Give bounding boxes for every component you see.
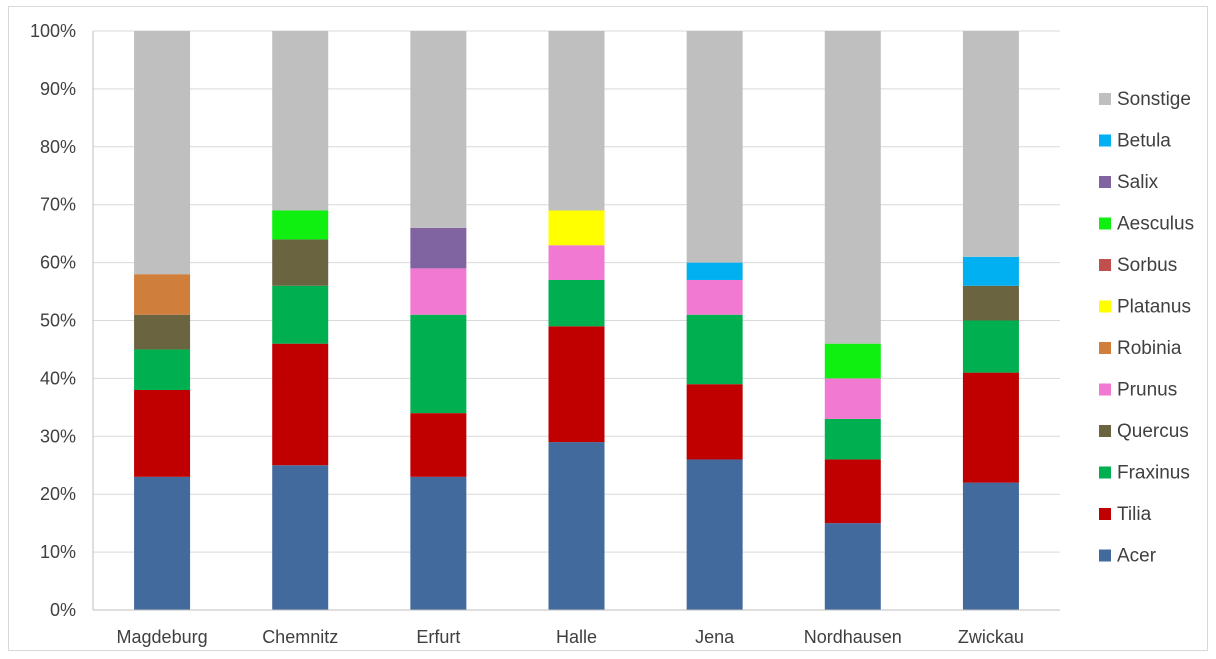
y-tick-label: 40% [40, 368, 76, 388]
legend-label-aesculus: Aesculus [1117, 214, 1194, 235]
bar-segment-tilia-erfurt [410, 413, 467, 477]
bar-segment-acer-chemnitz [272, 465, 329, 610]
bar-segment-fraxinus-chemnitz [272, 285, 329, 344]
legend-swatch-aesculus [1099, 217, 1111, 230]
y-tick-label: 50% [40, 311, 76, 331]
legend-swatch-sorbus [1099, 259, 1111, 271]
y-tick-label: 20% [40, 484, 76, 504]
legend-swatch-platanus [1099, 300, 1111, 313]
bar-segment-acer-magdeburg [134, 476, 191, 610]
bar-segment-fraxinus-nordhausen [824, 418, 881, 460]
legend-swatch-sonstige [1099, 93, 1111, 105]
legend-swatch-tilia [1099, 508, 1111, 520]
bar-segment-acer-halle [548, 442, 605, 610]
bar-segment-sonstige-halle [548, 31, 605, 211]
y-tick-label: 30% [40, 426, 76, 446]
legend-swatch-quercus [1099, 425, 1111, 437]
bar-segment-fraxinus-halle [548, 279, 605, 327]
bar-segment-sonstige-erfurt [410, 31, 467, 228]
legend-label-robinia: Robinia [1117, 338, 1182, 359]
legend-label-platanus: Platanus [1117, 297, 1191, 318]
bar-segment-acer-erfurt [410, 476, 467, 610]
x-tick-label: Erfurt [416, 627, 460, 647]
legend-label-salix: Salix [1117, 172, 1159, 193]
bar-segment-sonstige-magdeburg [134, 31, 191, 275]
legend: Sonstige Betula Salix Aesculus Sorbus Platanu… [1099, 89, 1194, 567]
legend-label-quercus: Quercus [1117, 421, 1189, 442]
y-tick-label: 10% [40, 542, 76, 562]
bar-segment-tilia-nordhausen [824, 459, 881, 524]
bar-segment-fraxinus-jena [686, 314, 743, 385]
bar-segment-tilia-chemnitz [272, 343, 329, 466]
bar-segment-betula-zwickau [962, 256, 1019, 286]
bar-segment-quercus-zwickau [962, 285, 1019, 321]
bar-segment-prunus-erfurt [410, 268, 467, 315]
bar-segment-acer-zwickau [962, 482, 1019, 610]
bar-segment-acer-jena [686, 459, 743, 610]
legend-swatch-fraxinus [1099, 466, 1111, 479]
x-tick-label: Nordhausen [804, 627, 902, 647]
legend-swatch-betula [1099, 134, 1111, 147]
x-tick-label: Halle [556, 627, 597, 647]
legend-swatch-salix [1099, 176, 1111, 188]
bar-segment-sonstige-chemnitz [272, 31, 329, 211]
legend-swatch-acer [1099, 549, 1111, 562]
y-tick-label: 100% [30, 21, 76, 41]
bar-segment-sonstige-jena [686, 31, 743, 263]
bar-segment-sonstige-nordhausen [824, 31, 881, 344]
x-tick-label: Magdeburg [117, 627, 208, 647]
bar-segment-aesculus-chemnitz [272, 210, 329, 240]
legend-swatch-prunus [1099, 383, 1111, 396]
bar-segment-robinia-magdeburg [134, 274, 191, 315]
y-tick-label: 70% [40, 195, 76, 215]
bar-segment-platanus-halle [548, 210, 605, 246]
bar-segment-tilia-zwickau [962, 372, 1019, 483]
bar-segment-salix-erfurt [410, 227, 467, 269]
bar-segment-prunus-nordhausen [824, 378, 881, 419]
legend-label-sorbus: Sorbus [1117, 255, 1177, 276]
bars [134, 31, 1019, 610]
y-tick-label: 90% [40, 79, 76, 99]
bar-segment-tilia-halle [548, 326, 605, 443]
bar-segment-betula-jena [686, 262, 743, 280]
legend-label-acer: Acer [1117, 546, 1157, 567]
bar-segment-sonstige-zwickau [962, 31, 1019, 257]
bar-segment-fraxinus-zwickau [962, 320, 1019, 373]
y-tick-label: 60% [40, 253, 76, 273]
bar-segment-tilia-magdeburg [134, 389, 191, 477]
y-tick-label: 0% [50, 600, 76, 620]
legend-label-betula: Betula [1117, 131, 1171, 152]
bar-segment-tilia-jena [686, 384, 743, 460]
x-tick-label: Chemnitz [262, 627, 338, 647]
legend-label-tilia: Tilia [1117, 504, 1152, 525]
legend-label-fraxinus: Fraxinus [1117, 463, 1190, 484]
bar-segment-aesculus-nordhausen [824, 343, 881, 379]
legend-label-prunus: Prunus [1117, 380, 1177, 401]
bar-segment-fraxinus-erfurt [410, 314, 467, 414]
bar-segment-prunus-jena [686, 279, 743, 315]
axes: 0% 10% 20% 30% 40% 50% 60% 70% 80% 90% 100% Magdebu… [30, 21, 1060, 647]
bar-segment-prunus-halle [548, 245, 605, 280]
bar-segment-quercus-chemnitz [272, 239, 329, 286]
bar-segment-fraxinus-magdeburg [134, 349, 191, 390]
legend-swatch-robinia [1099, 342, 1111, 354]
y-tick-label: 80% [40, 137, 76, 157]
bar-segment-quercus-magdeburg [134, 314, 191, 350]
x-tick-label: Zwickau [958, 627, 1024, 647]
x-tick-label: Jena [695, 627, 735, 647]
legend-label-sonstige: Sonstige [1117, 89, 1191, 110]
bar-segment-acer-nordhausen [824, 523, 881, 610]
